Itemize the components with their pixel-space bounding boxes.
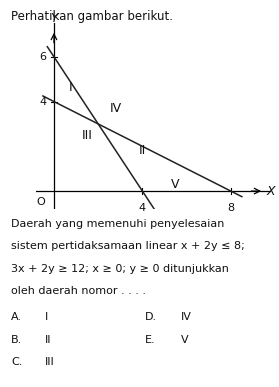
Text: B.: B. [11,335,22,345]
Text: III: III [82,128,93,142]
Text: D.: D. [145,312,157,322]
Text: E.: E. [145,335,156,345]
Text: II: II [139,144,146,157]
Text: 3x + 2y ≥ 12; x ≥ 0; y ≥ 0 ditunjukkan: 3x + 2y ≥ 12; x ≥ 0; y ≥ 0 ditunjukkan [11,264,229,274]
Text: C.: C. [11,357,23,367]
Text: V: V [181,335,189,345]
Text: III: III [45,357,54,367]
Text: sistem pertidaksamaan linear x + 2y ≤ 8;: sistem pertidaksamaan linear x + 2y ≤ 8; [11,241,245,251]
Text: II: II [45,335,51,345]
Text: oleh daerah nomor . . . .: oleh daerah nomor . . . . [11,286,146,296]
Text: O: O [36,197,45,207]
Text: 8: 8 [227,204,234,213]
Text: A.: A. [11,312,22,322]
Text: IV: IV [110,102,122,115]
Text: Perhatikan gambar berikut.: Perhatikan gambar berikut. [11,10,173,23]
Text: Daerah yang memenuhi penyelesaian: Daerah yang memenuhi penyelesaian [11,219,225,229]
Text: X: X [266,185,275,198]
Text: IV: IV [181,312,192,322]
Text: I: I [45,312,48,322]
Text: 6: 6 [39,52,46,62]
Text: Y: Y [50,12,58,26]
Text: 4: 4 [139,204,146,213]
Text: I: I [69,80,72,94]
Text: 4: 4 [39,96,46,106]
Text: V: V [171,178,180,191]
